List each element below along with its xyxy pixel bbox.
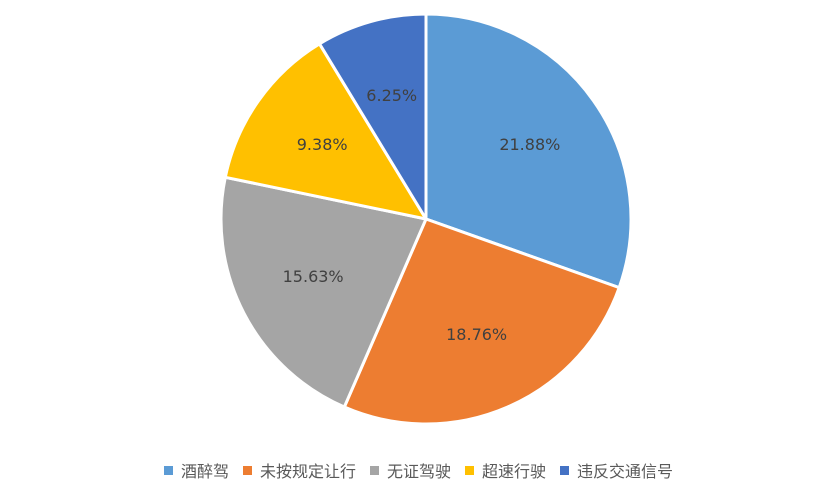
pie-labels: 21.88% 18.76% 15.63% 9.38% 6.25%	[283, 86, 561, 344]
pie-slice-4	[318, 12, 428, 221]
legend-item-drunk-driving: 酒醉驾	[163, 458, 229, 482]
legend-item-speeding: 超速行驶	[465, 458, 546, 482]
data-label-0: 21.88%	[499, 135, 560, 154]
pie-slice-0	[424, 12, 633, 290]
legend-label: 违反交通信号	[577, 462, 674, 481]
legend-label: 酒醉驾	[180, 462, 229, 481]
legend-swatch	[163, 465, 173, 475]
legend-item-failure-to-yield: 未按规定让行	[242, 458, 356, 482]
legend-label: 未按规定让行	[259, 462, 356, 481]
legend-swatch	[242, 465, 252, 475]
data-label-4: 6.25%	[366, 86, 417, 105]
pie-slices	[219, 12, 633, 426]
legend-swatch	[465, 465, 474, 475]
legend-label: 无证驾驶	[386, 462, 451, 481]
data-label-1: 18.76%	[446, 325, 507, 344]
legend-swatch	[369, 465, 379, 475]
pie-slice-2	[219, 175, 428, 409]
legend-item-signal-violation: 违反交通信号	[560, 458, 673, 482]
legend: 酒醉驾 未按规定让行 无证驾驶 超速行驶 违反交通信号	[0, 458, 837, 482]
legend-item-unlicensed-driving: 无证驾驶	[369, 458, 451, 482]
data-label-3: 9.38%	[297, 135, 348, 154]
legend-swatch	[560, 465, 570, 475]
data-label-2: 15.63%	[283, 267, 344, 286]
pie-slice-1	[342, 217, 621, 426]
legend-label: 超速行驶	[482, 462, 547, 481]
pie-slice-3	[223, 42, 428, 221]
